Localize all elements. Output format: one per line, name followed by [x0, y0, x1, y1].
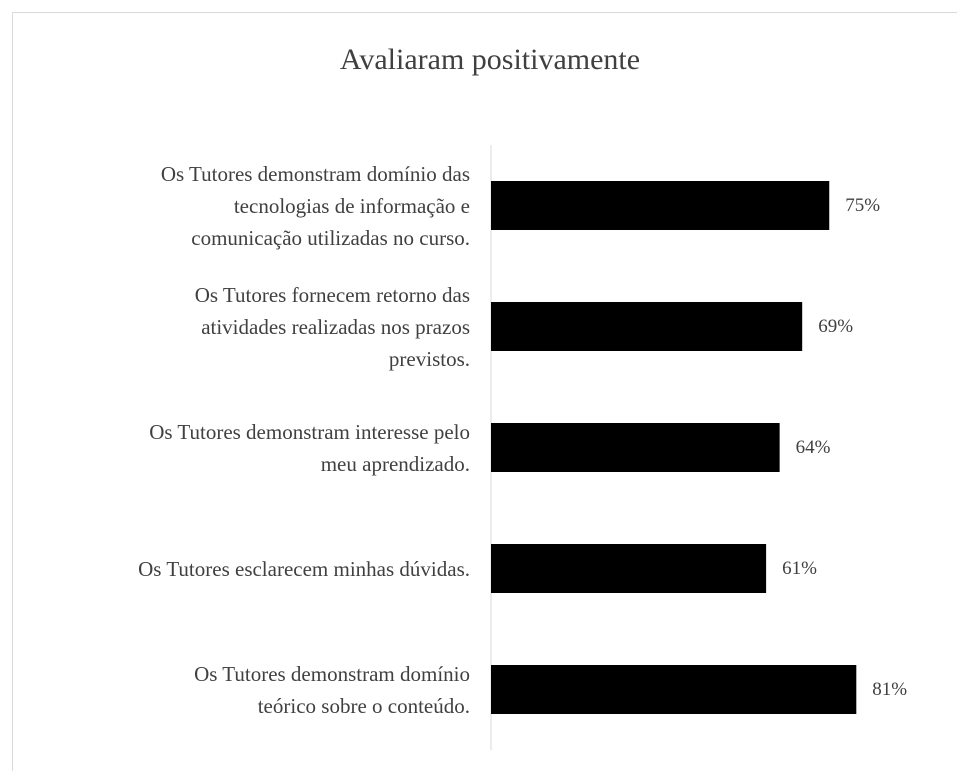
- category-label: Os Tutores demonstram domínio teórico so…: [194, 661, 470, 718]
- chart-title: Avaliaram positivamente: [340, 43, 640, 76]
- chart-border: [12, 12, 957, 771]
- value-label: 64%: [796, 437, 831, 458]
- bar: [491, 665, 857, 714]
- category-label: Os Tutores demonstram interesse pelo meu…: [149, 419, 470, 476]
- bar: [491, 423, 780, 472]
- value-label: 75%: [845, 195, 880, 216]
- bar: [491, 181, 830, 230]
- category-label: Os Tutores fornecem retorno das atividad…: [194, 282, 470, 371]
- bar: [491, 302, 803, 351]
- category-label: Os Tutores esclarecem minhas dúvidas.: [138, 556, 470, 581]
- value-label: 81%: [872, 679, 907, 700]
- bar: [491, 544, 767, 593]
- value-label: 69%: [818, 316, 853, 337]
- value-label: 61%: [782, 558, 817, 579]
- category-label: Os Tutores demonstram domínio das tecnol…: [160, 161, 470, 250]
